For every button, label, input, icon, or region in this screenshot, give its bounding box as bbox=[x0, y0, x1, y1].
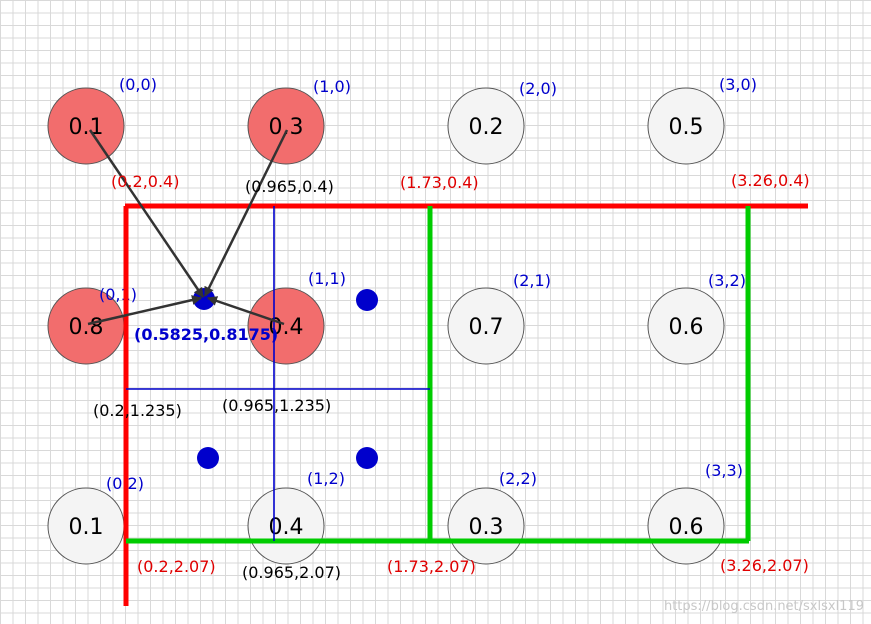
cell-2-0: 0.2 bbox=[447, 87, 525, 165]
cell-1-0: 0.3 bbox=[247, 87, 325, 165]
sample-dot bbox=[356, 447, 378, 469]
cell-circle bbox=[647, 87, 725, 165]
coord-label-black: (0.965,0.4) bbox=[245, 177, 334, 196]
coord-label-red: (3.26,0.4) bbox=[731, 171, 810, 190]
coord-label-red: (0.2,0.4) bbox=[111, 172, 179, 191]
cell-value: 0.1 bbox=[69, 115, 104, 140]
cell-0-0: 0.1 bbox=[47, 87, 125, 165]
cell-2-2: 0.3 bbox=[447, 487, 525, 565]
cell-value: 0.8 bbox=[69, 315, 104, 340]
cell-index-label: (3,2) bbox=[708, 271, 746, 290]
coord-label-red: (3.26,2.07) bbox=[720, 556, 809, 575]
coord-label-black: (0.965,1.235) bbox=[222, 396, 331, 415]
cell-circle bbox=[247, 87, 325, 165]
cell-index-label: (3,3) bbox=[705, 461, 743, 480]
cell-index-label: (2,1) bbox=[513, 271, 551, 290]
cell-value: 0.5 bbox=[669, 115, 704, 140]
cell-3-3: 0.6 bbox=[647, 487, 725, 565]
arrow-from-cell-0-1 bbox=[87, 295, 202, 326]
cell-0-2: 0.1 bbox=[47, 487, 125, 565]
cell-circle bbox=[647, 487, 725, 565]
coord-label-black: (0.2,1.235) bbox=[93, 401, 182, 420]
cell-circle bbox=[247, 287, 325, 365]
cell-index-label: (1,2) bbox=[307, 469, 345, 488]
coord-label-red: (0.2,2.07) bbox=[137, 557, 216, 576]
arrow-from-cell-1-1 bbox=[207, 296, 285, 326]
cell-3-0: 0.5 bbox=[647, 87, 725, 165]
cell-index-label: (2,0) bbox=[519, 79, 557, 98]
cell-value: 0.3 bbox=[269, 115, 304, 140]
cell-index-label: (1,1) bbox=[308, 269, 346, 288]
sample-dot bbox=[356, 289, 378, 311]
sample-dot bbox=[197, 447, 219, 469]
sample-point-label: (0.5825,0.8175) bbox=[134, 325, 278, 344]
cell-1-2: 0.4 bbox=[247, 487, 325, 565]
cell-3-2: 0.6 bbox=[647, 287, 725, 365]
cell-index-label: (2,2) bbox=[499, 469, 537, 488]
cell-value: 0.6 bbox=[669, 515, 704, 540]
arrow-from-cell-1-0 bbox=[203, 129, 289, 297]
cell-circle bbox=[47, 87, 125, 165]
coord-label-red: (1.73,0.4) bbox=[400, 173, 479, 192]
cell-value: 0.1 bbox=[69, 515, 104, 540]
watermark-text: https://blog.csdn.net/sxlsxl119 bbox=[664, 599, 864, 614]
cell-index-label: (0,1) bbox=[99, 285, 137, 304]
cell-value: 0.6 bbox=[669, 315, 704, 340]
cell-index-label: (1,0) bbox=[313, 77, 351, 96]
cell-circle bbox=[647, 287, 725, 365]
coord-label-red: (1.73,2.07) bbox=[387, 557, 476, 576]
arrow-from-cell-0-0 bbox=[88, 129, 205, 298]
cell-circle bbox=[247, 487, 325, 565]
coord-label-black: (0.965,2.07) bbox=[242, 563, 341, 582]
cell-index-label: (0,0) bbox=[119, 75, 157, 94]
cell-value: 0.7 bbox=[469, 315, 504, 340]
cell-0-1: 0.8 bbox=[47, 287, 125, 365]
cell-circle bbox=[447, 87, 525, 165]
cell-index-label: (3,0) bbox=[719, 75, 757, 94]
cell-value: 0.3 bbox=[469, 515, 504, 540]
cell-2-1: 0.7 bbox=[447, 287, 525, 365]
cell-value: 0.2 bbox=[469, 115, 504, 140]
cell-circle bbox=[447, 287, 525, 365]
cell-circle bbox=[447, 487, 525, 565]
